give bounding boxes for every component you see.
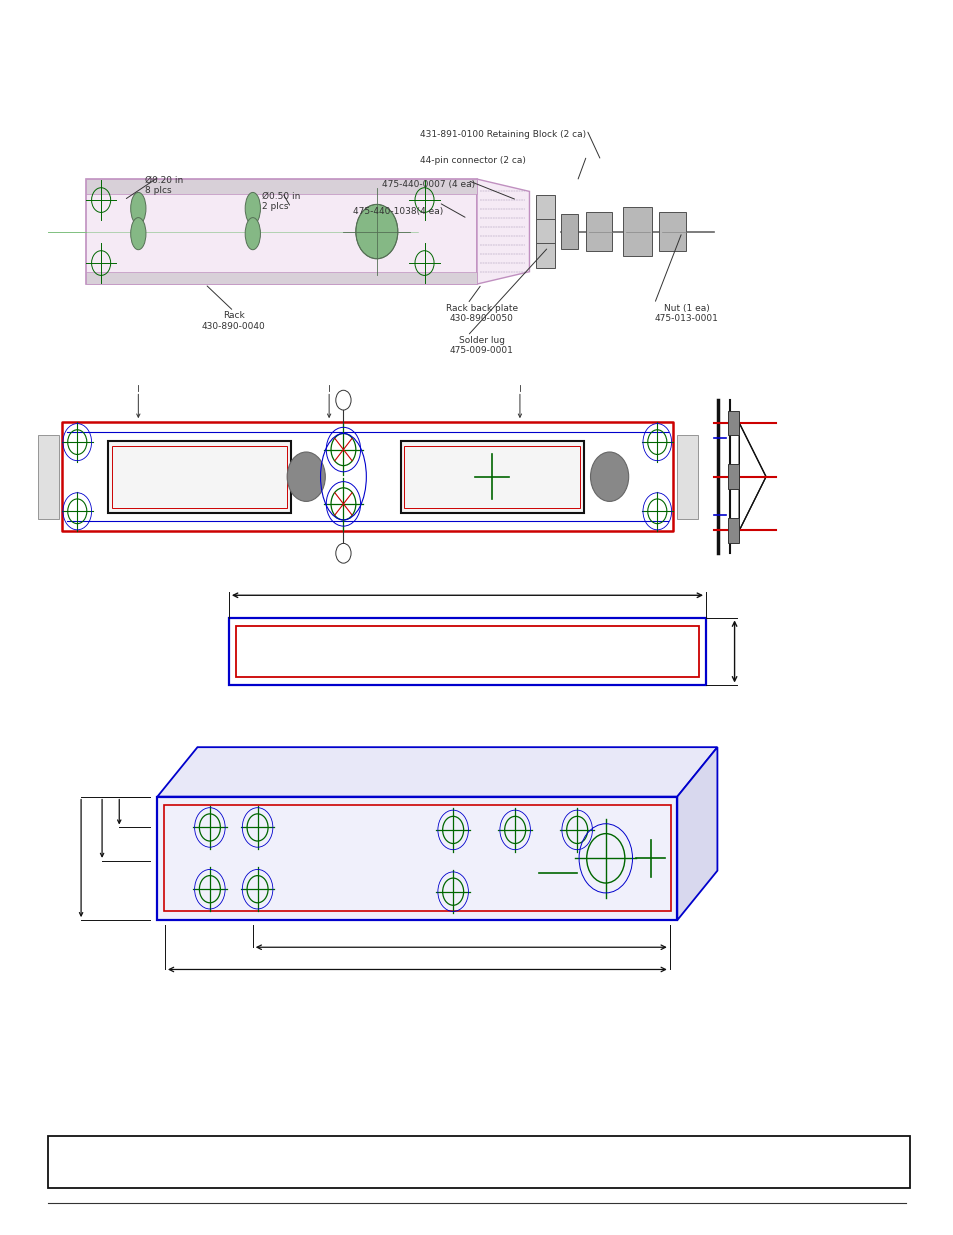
Polygon shape — [677, 747, 717, 920]
Bar — [659, 212, 685, 252]
Bar — [727, 464, 739, 489]
Polygon shape — [476, 179, 529, 284]
Ellipse shape — [131, 193, 146, 225]
Ellipse shape — [245, 217, 260, 249]
Bar — [585, 212, 612, 252]
Bar — [112, 446, 287, 508]
Bar — [86, 272, 476, 284]
Bar — [62, 422, 672, 531]
Ellipse shape — [131, 217, 146, 249]
Text: 431-891-0100 Retaining Block (2 ca): 431-891-0100 Retaining Block (2 ca) — [419, 130, 585, 138]
Bar — [229, 618, 705, 685]
Text: 475-440-0007 (4 ea): 475-440-0007 (4 ea) — [381, 180, 475, 189]
Bar — [536, 220, 555, 245]
Bar — [536, 243, 555, 268]
Bar — [677, 435, 698, 519]
Circle shape — [335, 543, 351, 563]
Text: Ø0.20 in
8 plcs: Ø0.20 in 8 plcs — [145, 175, 183, 195]
Bar — [86, 179, 476, 284]
Text: 475-440-1038(4 ea): 475-440-1038(4 ea) — [353, 207, 443, 216]
Bar — [727, 411, 739, 436]
Circle shape — [335, 390, 351, 410]
Bar — [235, 626, 699, 677]
Bar — [38, 435, 59, 519]
Ellipse shape — [245, 193, 260, 225]
Circle shape — [590, 452, 628, 501]
Polygon shape — [157, 747, 717, 797]
Bar — [622, 206, 651, 257]
Circle shape — [355, 204, 397, 259]
Circle shape — [287, 452, 325, 501]
Bar — [404, 446, 579, 508]
Bar — [86, 179, 476, 194]
Bar — [48, 1136, 909, 1188]
Bar — [108, 441, 291, 513]
Bar — [400, 441, 583, 513]
Bar — [727, 517, 739, 542]
Text: Nut (1 ea)
475-013-0001: Nut (1 ea) 475-013-0001 — [655, 304, 718, 324]
Text: Solder lug
475-009-0001: Solder lug 475-009-0001 — [450, 336, 513, 356]
Text: Rack back plate
430-890-0050: Rack back plate 430-890-0050 — [445, 304, 517, 324]
Bar — [164, 805, 670, 911]
Bar — [536, 195, 555, 220]
Text: 44-pin connector (2 ca): 44-pin connector (2 ca) — [419, 156, 525, 164]
Bar — [157, 797, 677, 920]
Text: Rack
430-890-0040: Rack 430-890-0040 — [202, 311, 265, 331]
Bar — [560, 215, 578, 249]
Text: Ø0.50 in
2 plcs: Ø0.50 in 2 plcs — [262, 191, 300, 211]
